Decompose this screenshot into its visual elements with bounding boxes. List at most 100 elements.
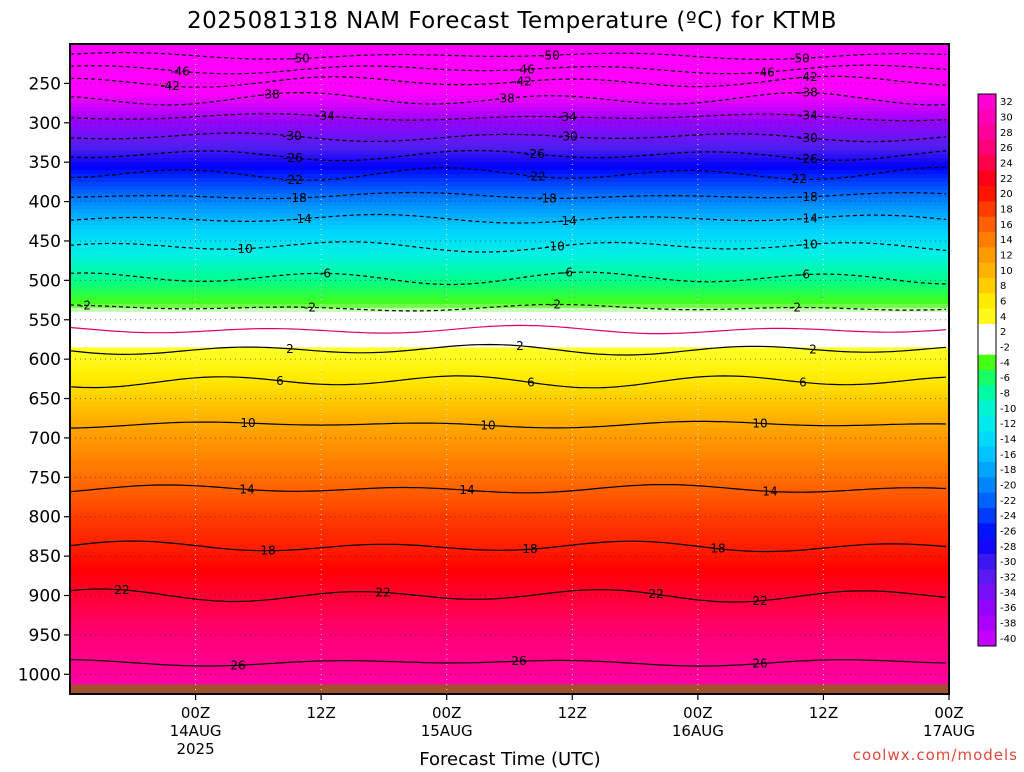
x-tick-label: 00Z [181, 704, 210, 722]
isotherm-label: -14 [557, 214, 577, 228]
colorbar-swatch [978, 630, 996, 647]
temperature-band [70, 532, 949, 538]
isotherm-label: 10 [480, 418, 495, 432]
temperature-band [70, 225, 949, 230]
isotherm-line [70, 51, 947, 60]
isotherm-label: -34 [557, 110, 577, 124]
temperature-band [70, 240, 949, 246]
temperature-band [70, 288, 949, 293]
colorbar: 32 30 28 26 24 22 20 18 16 14 12 10 8 6 4 2 -2 -4 -6 -8 -10 -… [977, 93, 1016, 647]
temperature-band [70, 603, 949, 608]
colorbar-label: -4 [1000, 358, 1010, 369]
colorbar-label: 28 [1000, 128, 1013, 139]
temperature-band [70, 382, 949, 388]
isotherm-line [70, 659, 947, 667]
colorbar-label: 16 [1000, 220, 1013, 231]
isotherm-label: -34 [798, 109, 818, 123]
temperature-band [70, 441, 949, 447]
temperature-band [70, 544, 949, 549]
temperature-band [70, 564, 949, 569]
isotherm-label: -30 [558, 130, 578, 144]
isotherm-label: 14 [459, 483, 474, 497]
isotherm-label: 22 [114, 583, 129, 597]
temperature-band [70, 567, 949, 573]
colorbar-swatch [978, 538, 996, 555]
isotherm-line [70, 484, 947, 494]
colorbar-swatch [978, 523, 996, 540]
temperature-band [70, 122, 949, 128]
temperature-band [70, 252, 949, 258]
temperature-band [70, 170, 949, 175]
temperature-band [70, 339, 949, 344]
temperature-band [70, 221, 949, 226]
temperature-band [70, 67, 949, 73]
temperature-band [70, 75, 949, 81]
colorbar-swatch [978, 492, 996, 509]
isotherm-label: -6 [798, 268, 810, 282]
temperature-band [70, 579, 949, 585]
temperature-band [70, 59, 949, 65]
isotherm-line [70, 191, 947, 200]
temperature-band [70, 678, 949, 683]
temperature-band [70, 627, 949, 632]
temperature-band [70, 307, 949, 313]
isotherm-line [70, 132, 947, 143]
colorbar-label: -22 [1000, 496, 1016, 507]
temperature-band [70, 233, 949, 238]
colorbar-swatch [978, 615, 996, 632]
colorbar-swatch [978, 600, 996, 616]
colorbar-label: -12 [1000, 419, 1016, 430]
temperature-band [70, 390, 949, 396]
isotherm-label: 18 [260, 544, 275, 558]
temperature-band [70, 422, 949, 427]
isotherm-line [70, 64, 947, 75]
y-tick-label: 850 [29, 547, 61, 567]
isotherm-line [70, 213, 947, 224]
temperature-band [70, 650, 949, 656]
temperature-band [70, 481, 949, 486]
temperature-band [70, 658, 949, 664]
temperature-band [70, 193, 949, 199]
temperature-band [70, 213, 949, 218]
colorbar-swatch [978, 278, 996, 294]
y-tick-label: 550 [29, 311, 61, 331]
colorbar-swatch [978, 293, 996, 310]
temperature-band [70, 587, 949, 593]
y-tick-label: 450 [29, 232, 61, 252]
isotherm-label: -18 [287, 191, 307, 205]
isotherm-label: -42 [512, 75, 532, 89]
y-tick-label: 950 [29, 626, 61, 646]
temperature-band [70, 434, 949, 439]
isotherm-label: 22 [648, 587, 663, 601]
isotherm-line [70, 113, 947, 122]
temperature-band [70, 520, 949, 526]
chart-title: 2025081318 NAM Forecast Temperature (ºC)… [187, 8, 837, 34]
temperature-band [70, 485, 949, 490]
temperature-band [70, 166, 949, 171]
colorbar-label: -38 [1000, 619, 1016, 630]
temperature-band [70, 575, 949, 581]
colorbar-swatch [978, 462, 996, 478]
colorbar-label: 22 [1000, 174, 1013, 185]
colorbar-label: 20 [1000, 189, 1013, 200]
temperature-band [70, 473, 949, 478]
isotherm-label: -22 [787, 172, 807, 186]
colorbar-swatch [978, 400, 996, 417]
isotherm-label: 26 [230, 658, 245, 672]
colorbar-swatch [978, 569, 996, 586]
y-tick-label: 900 [29, 587, 61, 607]
colorbar-swatch [978, 94, 996, 110]
temperature-band [70, 150, 949, 155]
isotherm-label: -2 [789, 301, 801, 315]
y-tick-label: 500 [29, 271, 61, 291]
temperature-band [70, 296, 949, 301]
colorbar-label: -2 [1000, 343, 1010, 354]
temperature-band [70, 284, 949, 289]
temperature-band [70, 229, 949, 234]
isotherm-label: 10 [240, 416, 255, 430]
temperature-band [70, 611, 949, 616]
isotherm-label: 26 [511, 654, 526, 668]
temperature-band [70, 402, 949, 408]
temperature-band [70, 560, 949, 565]
